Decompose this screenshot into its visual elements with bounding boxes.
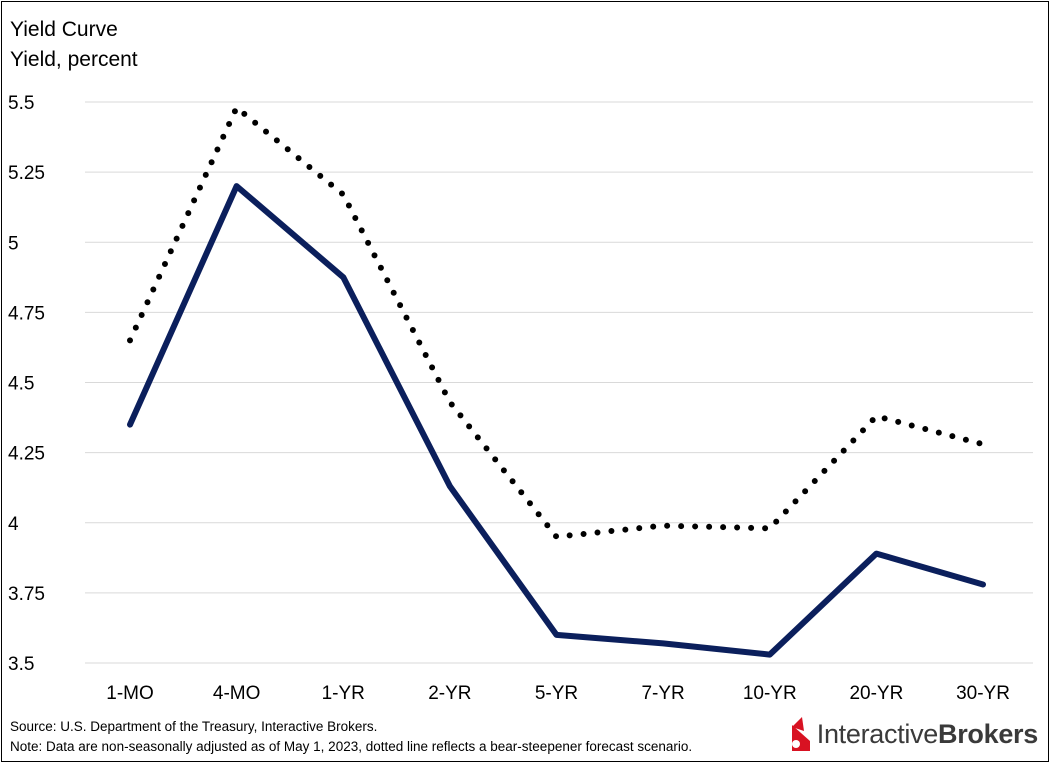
y-tick-label: 3.5 [8,654,34,675]
gridlines [85,101,1033,664]
ib-logo-icon [791,717,810,751]
forecast-series-line [127,104,986,540]
source-note: Source: U.S. Department of the Treasury,… [10,719,378,734]
y-tick-label: 4.75 [8,303,45,324]
x-tick-label: 5-YR [535,683,578,704]
x-tick-label: 1-YR [322,683,365,704]
x-tick-label: 4-MO [213,683,261,704]
logo-text-regular: Interactive [816,718,939,749]
x-tick-label: 10-YR [743,683,797,704]
y-axis-label: Yield, percent [10,48,138,71]
y-tick-label: 3.75 [8,584,45,605]
y-tick-label: 4 [8,514,19,535]
data-note: Note: Data are non-seasonally adjusted a… [10,739,693,754]
x-tick-label: 30-YR [956,683,1010,704]
series-layer [127,104,986,658]
logo-text-bold: Brokers [938,718,1038,749]
logo-wordmark: InteractiveBrokers [816,718,1039,750]
y-tick-label: 4.25 [8,444,45,465]
x-tick-label: 7-YR [641,683,684,704]
y-tick-label: 5.5 [8,93,34,114]
chart-title: Yield Curve [10,18,118,41]
interactive-brokers-logo: InteractiveBrokers [788,714,1038,754]
x-tick-label: 1-MO [106,683,154,704]
x-tick-label: 20-YR [849,683,903,704]
y-tick-label: 4.5 [8,374,34,395]
y-tick-label: 5 [8,233,19,254]
x-axis-ticks: 1-MO 4-MO 1-YR 2-YR 5-YR 7-YR 10-YR 20-YR 30-YR [106,683,1010,704]
current-series-line [127,183,986,658]
y-tick-label: 5.25 [8,163,45,184]
y-axis-ticks: 3.5 3.75 4 4.25 4.5 4.75 5 5.25 5.5 [8,93,45,675]
x-tick-label: 2-YR [428,683,471,704]
